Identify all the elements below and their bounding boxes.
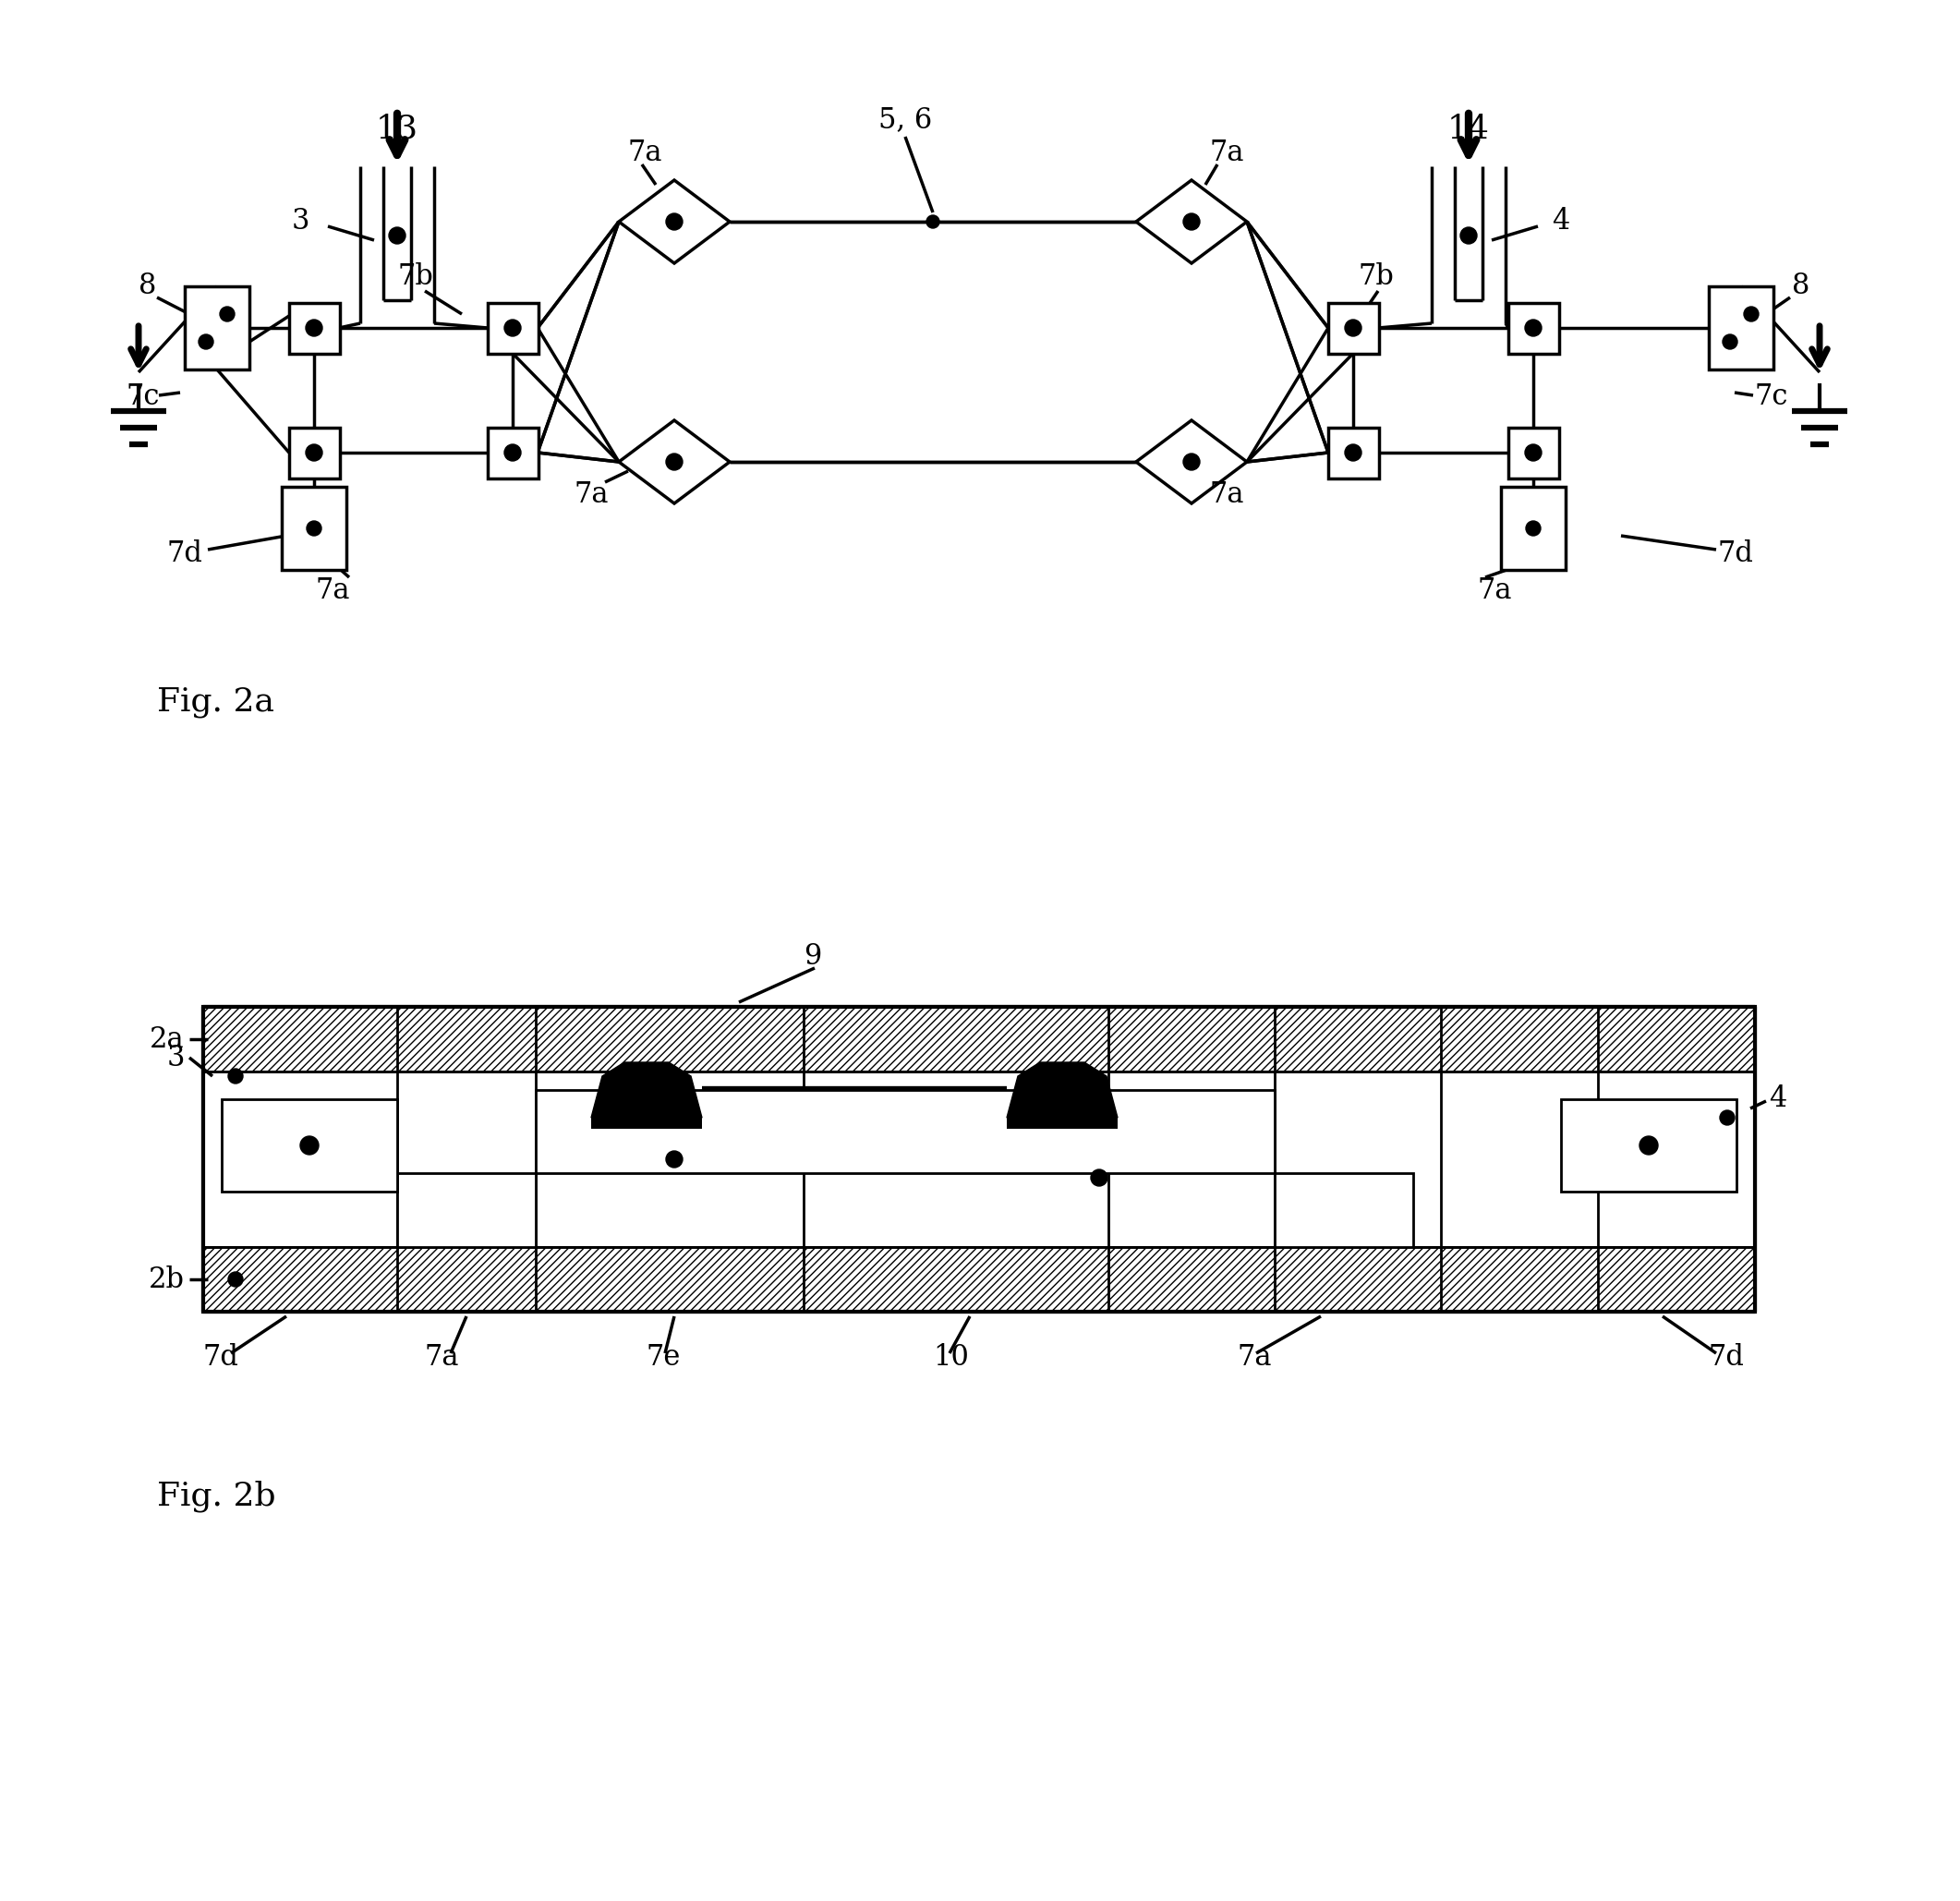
Text: 7b: 7b (398, 262, 433, 291)
Text: 4: 4 (1768, 1085, 1788, 1114)
Bar (204, 1008, 1754, 1312)
Text: 7c: 7c (1754, 382, 1789, 411)
Text: 7d: 7d (1719, 540, 1754, 568)
Text: 7c: 7c (125, 382, 161, 411)
Text: 2b: 2b (149, 1264, 184, 1295)
Circle shape (1527, 521, 1541, 536)
Bar (488, 302, 539, 354)
Text: 8: 8 (139, 272, 157, 300)
Polygon shape (1007, 1063, 1117, 1118)
Polygon shape (1137, 420, 1247, 504)
Circle shape (666, 454, 682, 470)
Circle shape (1345, 445, 1362, 460)
Text: 3: 3 (167, 1044, 184, 1072)
Circle shape (504, 445, 521, 460)
Circle shape (306, 319, 321, 336)
Circle shape (198, 335, 214, 350)
Circle shape (1460, 228, 1478, 243)
Circle shape (1723, 335, 1737, 350)
Text: 14: 14 (1446, 114, 1490, 144)
Circle shape (1345, 319, 1362, 336)
Bar (488, 428, 539, 479)
Bar (1560, 1099, 1737, 1192)
Bar (204, 1247, 1754, 1312)
Bar (1274, 1173, 1413, 1247)
Circle shape (1184, 213, 1200, 230)
Bar (1007, 1118, 1117, 1129)
Circle shape (504, 319, 521, 336)
Text: 7d: 7d (1709, 1344, 1744, 1373)
Text: 13: 13 (376, 114, 419, 144)
Bar (184, 287, 249, 369)
Bar (1509, 428, 1558, 479)
Text: 7a: 7a (1237, 1344, 1272, 1373)
Circle shape (227, 1068, 243, 1084)
Bar (1509, 302, 1558, 354)
Bar (398, 1173, 535, 1247)
Bar (221, 1099, 398, 1192)
Text: 7e: 7e (647, 1344, 680, 1373)
Circle shape (220, 306, 235, 321)
Circle shape (1184, 454, 1200, 470)
Polygon shape (619, 181, 729, 262)
Polygon shape (592, 1063, 702, 1118)
Bar (1329, 302, 1380, 354)
Circle shape (1744, 306, 1758, 321)
Polygon shape (1137, 181, 1247, 262)
Polygon shape (619, 420, 729, 504)
Bar (204, 1008, 1754, 1072)
Text: 8: 8 (1791, 272, 1809, 300)
Text: 7d: 7d (204, 1344, 239, 1373)
Text: 7a: 7a (1209, 139, 1245, 167)
Text: 7b: 7b (1358, 262, 1394, 291)
Text: Fig. 2a: Fig. 2a (157, 686, 274, 719)
Text: 10: 10 (933, 1344, 968, 1373)
Circle shape (666, 1150, 682, 1167)
Bar (1709, 287, 1774, 369)
Circle shape (388, 228, 406, 243)
Circle shape (1525, 445, 1543, 460)
Circle shape (1092, 1169, 1107, 1186)
Text: 7a: 7a (316, 576, 349, 606)
Circle shape (927, 215, 939, 228)
Text: 7a: 7a (425, 1344, 459, 1373)
Circle shape (1639, 1137, 1658, 1154)
Text: 7a: 7a (1209, 479, 1245, 508)
Text: 7a: 7a (1478, 576, 1513, 606)
Circle shape (306, 521, 321, 536)
Text: 7a: 7a (574, 479, 608, 508)
Text: 4: 4 (1552, 207, 1570, 236)
Text: 5, 6: 5, 6 (878, 106, 933, 135)
Bar (1501, 487, 1566, 570)
Bar (1329, 428, 1380, 479)
Text: 9: 9 (804, 941, 821, 970)
Bar (204, 1072, 1754, 1247)
Circle shape (1525, 319, 1543, 336)
Circle shape (666, 213, 682, 230)
Text: 7d: 7d (167, 540, 202, 568)
Circle shape (1719, 1110, 1735, 1125)
Bar (290, 302, 339, 354)
Bar (592, 1118, 702, 1129)
Bar (282, 487, 347, 570)
Text: 2a: 2a (151, 1025, 184, 1053)
Text: Fig. 2b: Fig. 2b (157, 1481, 276, 1513)
Circle shape (227, 1272, 243, 1287)
Text: 7a: 7a (627, 139, 662, 167)
Text: 3: 3 (292, 207, 310, 236)
Bar (535, 1089, 1274, 1173)
Bar (290, 428, 339, 479)
Circle shape (300, 1137, 319, 1154)
Circle shape (306, 445, 321, 460)
